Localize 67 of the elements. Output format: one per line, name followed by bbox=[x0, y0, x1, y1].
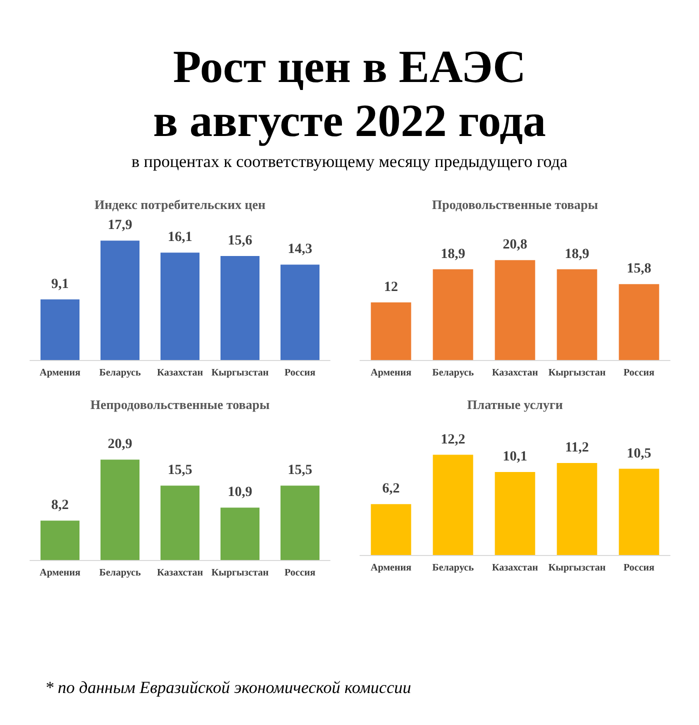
x-tick-label: Кыргызстан bbox=[548, 368, 606, 378]
x-tick-label: Россия bbox=[624, 368, 656, 378]
data-label: 15,8 bbox=[626, 262, 652, 277]
x-tick-label: Армения bbox=[40, 568, 81, 578]
x-tick-label: Кыргызстан bbox=[211, 568, 269, 578]
text: в процентах к соответствующему месяцу предыдущего года bbox=[130, 152, 568, 172]
text: Рост цен в ЕАЭС в августе 2022 года bbox=[152, 40, 547, 148]
data-label: 18,9 bbox=[440, 246, 466, 262]
bar bbox=[40, 299, 80, 360]
bar bbox=[160, 486, 200, 560]
data-label: 11,2 bbox=[565, 440, 589, 456]
x-tick-label: Беларусь bbox=[432, 562, 474, 574]
bar bbox=[494, 260, 536, 360]
bar bbox=[556, 269, 598, 360]
bar bbox=[220, 508, 260, 560]
data-label: 18,9 bbox=[564, 246, 590, 262]
data-label: 9,1 bbox=[51, 276, 69, 292]
bar bbox=[618, 284, 660, 360]
data-label: 10,9 bbox=[228, 485, 252, 500]
x-tick-label: Армения bbox=[40, 368, 81, 378]
data-label: 8,2 bbox=[51, 498, 69, 514]
data-label: 15,5 bbox=[288, 463, 312, 478]
x-tick-label: Кыргызстан bbox=[211, 368, 269, 378]
bar bbox=[370, 302, 412, 360]
chart-title: Индекс потребительских цен bbox=[94, 197, 266, 212]
bar bbox=[280, 264, 320, 360]
data-label: 15,6 bbox=[228, 234, 252, 248]
data-label: 17,9 bbox=[108, 218, 132, 234]
data-label: 10,5 bbox=[626, 446, 652, 462]
bar bbox=[220, 256, 260, 360]
x-tick-label: Казахстан bbox=[156, 368, 204, 378]
data-label: 6,2 bbox=[382, 482, 400, 497]
bar bbox=[432, 454, 474, 555]
data-label: 20,8 bbox=[502, 238, 528, 253]
data-label: 14,3 bbox=[288, 242, 312, 258]
data-label: 20,9 bbox=[108, 437, 132, 452]
bar bbox=[100, 460, 140, 560]
x-tick-label: Армения bbox=[370, 368, 412, 378]
chart-title: Непродовольственные товары bbox=[90, 397, 270, 412]
x-tick-label: Казахстан bbox=[492, 368, 538, 378]
x-tick-label: Кыргызстан bbox=[548, 562, 606, 574]
x-tick-label: Беларусь bbox=[432, 368, 474, 378]
bar bbox=[556, 463, 598, 555]
x-tick-label: Беларусь bbox=[99, 368, 142, 378]
data-label: 16,1 bbox=[168, 230, 192, 246]
bar bbox=[160, 252, 200, 360]
data-label: 12,2 bbox=[440, 432, 466, 448]
x-tick-label: Россия bbox=[284, 568, 316, 578]
data-label: 12 bbox=[384, 280, 398, 295]
bar bbox=[494, 472, 536, 555]
text: * по данным Евразийской экономической комиссии bbox=[45, 678, 412, 698]
x-tick-label: Казахстан bbox=[492, 562, 538, 574]
data-label: 15,5 bbox=[168, 463, 192, 478]
bar bbox=[100, 240, 140, 360]
bar bbox=[618, 468, 660, 555]
x-tick-label: Армения bbox=[370, 562, 412, 574]
x-tick-label: Россия bbox=[284, 368, 316, 378]
chart-title: Платные услуги bbox=[467, 397, 564, 412]
x-tick-label: Казахстан bbox=[156, 568, 204, 578]
data-label: 10,1 bbox=[502, 450, 528, 465]
bar bbox=[280, 486, 320, 560]
x-tick-label: Россия bbox=[624, 562, 656, 574]
bar bbox=[432, 269, 474, 360]
bar bbox=[40, 520, 80, 560]
bar bbox=[370, 504, 412, 555]
chart-title: Продовольственные товары bbox=[432, 197, 598, 212]
x-tick-label: Беларусь bbox=[99, 568, 142, 578]
